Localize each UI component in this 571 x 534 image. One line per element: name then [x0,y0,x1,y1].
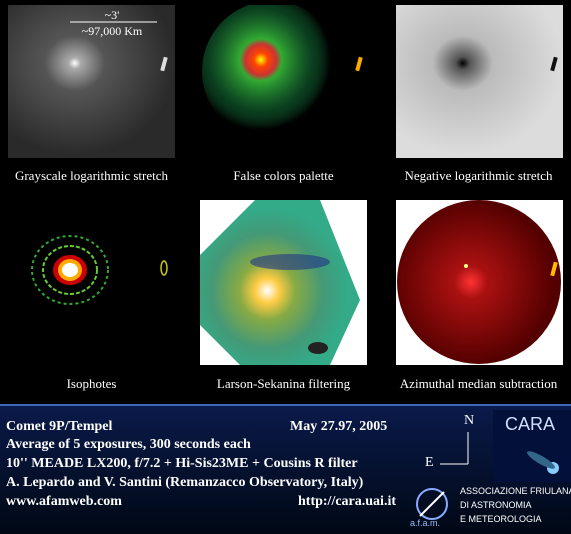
grayscale-image [8,5,175,158]
info-line: A. Lepardo and V. Santini (Remanzacco Ob… [6,475,364,490]
compass-arrows [440,432,469,465]
compass-north: N [464,413,475,428]
association-line: DI ASTRONOMIA [460,500,532,510]
negative-image [396,5,563,158]
compass-east: E [425,455,434,470]
cara-title: CARA [505,414,556,434]
larson-sekanina-image [200,200,367,365]
info-panel [0,404,571,534]
afam-emblem [416,488,448,520]
website: www.afamweb.com [6,494,122,509]
association-line: ASSOCIAZIONE FRIULANA [460,486,571,496]
afam-name: a.f.a.m. [410,518,441,528]
azimuthal-image [396,200,563,365]
caption: Isophotes [66,376,117,391]
caption: Negative logarithmic stretch [404,168,553,183]
isophotes-image [8,200,175,365]
caption: Azimuthal median subtraction [399,376,558,391]
association-line: E METEOROLOGIA [460,514,542,524]
false-color-image [200,5,367,158]
date: May 27.97, 2005 [290,419,388,434]
object-name: Comet 9P/Tempel [6,419,113,434]
url: http://cara.uai.it [298,494,396,509]
info-line: Average of 5 exposures, 300 seconds each [6,437,251,452]
cara-logo [493,410,571,482]
caption: Larson-Sekanina filtering [216,376,351,391]
caption: False colors palette [233,168,334,183]
scale-angle: ~3' [104,8,120,22]
scale-distance: ~97,000 Km [81,24,143,38]
info-line: 10'' MEADE LX200, f/7.2 + Hi-Sis23ME + C… [6,456,358,471]
caption: Grayscale logarithmic stretch [14,168,169,183]
